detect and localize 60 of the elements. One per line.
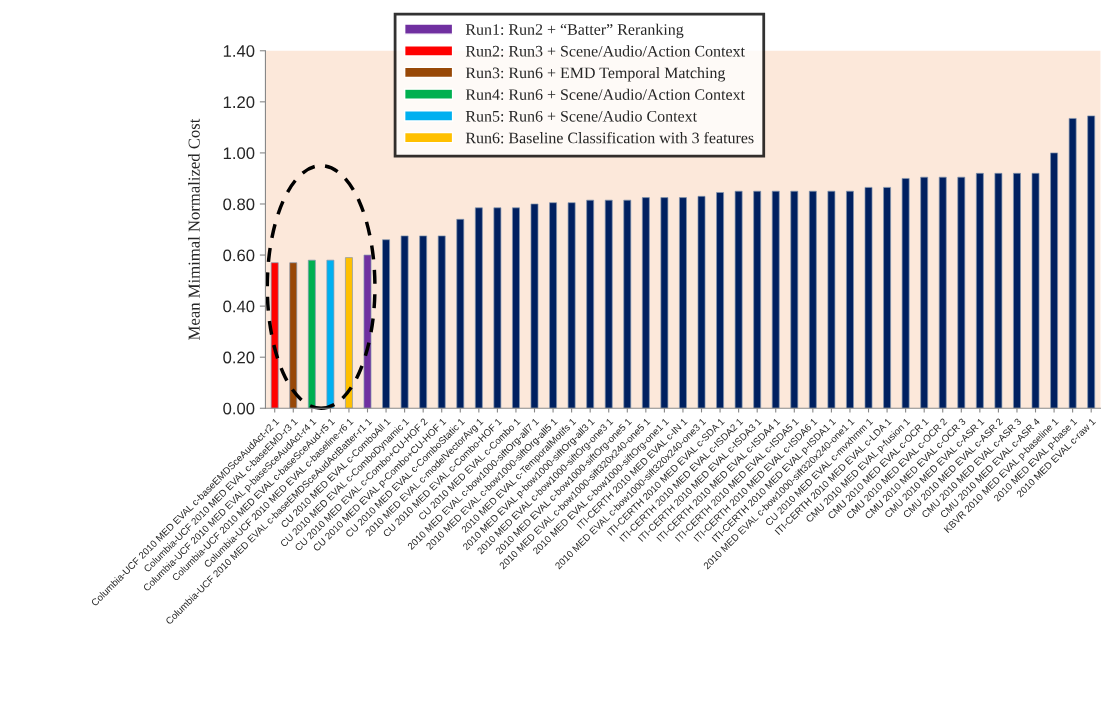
legend-label: Run3: Run6 + EMD Temporal Matching	[465, 67, 726, 82]
y-tick-label: 0.80	[223, 198, 255, 211]
bar	[326, 259, 335, 409]
bar	[753, 190, 762, 409]
bar	[419, 235, 428, 409]
bar	[623, 199, 632, 409]
bar	[827, 190, 836, 409]
bar	[1050, 152, 1058, 409]
bar	[790, 190, 799, 409]
bar	[716, 192, 724, 409]
bar	[400, 235, 409, 409]
legend-label: Run6: Baseline Classification with 3 features	[465, 131, 754, 144]
bar	[456, 218, 465, 409]
y-tick-label: 1.00	[223, 147, 255, 160]
bar	[1068, 118, 1077, 409]
bar	[1013, 172, 1021, 409]
bar	[363, 254, 372, 409]
bar	[938, 176, 947, 409]
bar	[586, 199, 595, 409]
y-tick-label: 1.20	[223, 96, 255, 109]
bar	[307, 259, 316, 409]
bar	[512, 207, 520, 409]
bar	[604, 199, 613, 409]
bar	[883, 187, 891, 409]
bar	[660, 197, 669, 409]
y-axis-title: Mean Mimimal Normalized Cost	[188, 118, 200, 340]
y-tick-label: 0.40	[223, 300, 255, 313]
bar	[1087, 115, 1096, 409]
bar	[734, 190, 743, 409]
bar	[994, 172, 1003, 409]
legend-label: Run2: Run3 + Scene/Audio/Action Context	[465, 45, 745, 57]
bar	[808, 190, 817, 409]
bar	[679, 197, 687, 409]
bar	[901, 178, 910, 409]
y-tick-label: 0.60	[223, 249, 255, 262]
bar	[289, 262, 298, 409]
legend-label: Run1: Run2 + “Batter” Reranking	[465, 23, 684, 39]
bar	[567, 202, 576, 409]
bar	[474, 207, 483, 409]
y-tick-label: 0.20	[223, 351, 255, 364]
y-tick-label: 0.00	[223, 402, 255, 415]
legend-label: Run5: Run6 + Scene/Audio Context	[465, 110, 697, 122]
bar	[641, 197, 650, 409]
bar	[771, 190, 780, 409]
bar	[382, 239, 390, 409]
bar	[957, 176, 966, 409]
bar	[345, 257, 353, 409]
bar	[920, 176, 929, 409]
bar	[1031, 172, 1040, 409]
bar	[697, 195, 706, 409]
bar	[493, 207, 502, 409]
y-tick-label: 1.40	[223, 45, 255, 57]
bar	[846, 190, 854, 409]
bar	[549, 202, 557, 409]
bar	[270, 262, 279, 409]
bar	[530, 203, 539, 409]
bar	[437, 235, 446, 409]
bar	[975, 172, 984, 409]
bar	[864, 187, 873, 409]
legend-label: Run4: Run6 + Scene/Audio/Action Context	[465, 88, 745, 101]
